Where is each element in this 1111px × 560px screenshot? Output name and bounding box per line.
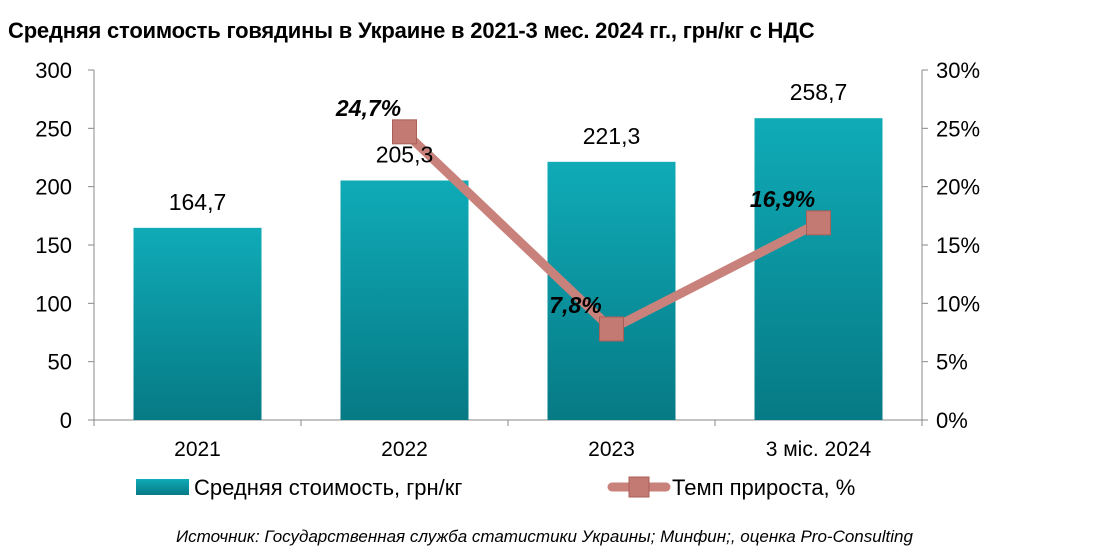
right-tick-label: 15% — [936, 233, 980, 258]
chart-title: Средняя стоимость говядины в Украине в 2… — [8, 18, 815, 43]
data-labels: 164,7 205,3 221,3 258,7 24,7% 7,8% 16,9% — [169, 79, 848, 318]
left-tick-label: 300 — [35, 58, 72, 83]
growth-marker — [806, 210, 831, 236]
legend-label-bar: Средняя стоимость, грн/кг — [194, 475, 462, 500]
bar-value-label: 258,7 — [790, 79, 848, 105]
bar — [133, 227, 262, 420]
growth-value-label: 16,9% — [750, 186, 815, 212]
legend-label-line: Темп прироста, % — [672, 475, 855, 500]
right-tick-label: 30% — [936, 58, 980, 83]
left-tick-label: 200 — [35, 175, 72, 200]
growth-marker — [392, 119, 417, 145]
growth-marker — [599, 316, 624, 342]
line-series — [392, 119, 831, 342]
left-tick-label: 100 — [35, 291, 72, 316]
axes: 0 50 100 150 200 250 300 0% 5% 10% 15% 20% 25% 30% 202… — [35, 58, 980, 461]
right-tick-label: 25% — [936, 116, 980, 141]
left-tick-label: 250 — [35, 116, 72, 141]
bar-series — [133, 118, 883, 421]
x-tick-label: 3 міс. 2024 — [766, 438, 872, 461]
right-tick-label: 5% — [936, 350, 968, 375]
right-tick-label: 10% — [936, 291, 980, 316]
right-tick-label: 0% — [936, 408, 968, 433]
bar — [754, 118, 883, 420]
legend-swatch-marker — [628, 476, 650, 498]
legend: Средняя стоимость, грн/кг Темп прироста, … — [136, 475, 855, 500]
bar-value-label: 205,3 — [376, 141, 434, 167]
x-tick-label: 2022 — [381, 438, 428, 461]
right-tick-label: 20% — [936, 175, 980, 200]
left-tick-label: 0 — [60, 408, 72, 433]
legend-swatch-bar — [136, 479, 189, 495]
x-tick-label: 2023 — [588, 438, 635, 461]
bar-value-label: 164,7 — [169, 189, 227, 215]
source-note: Источник: Государственная служба статист… — [176, 527, 913, 546]
growth-value-label: 7,8% — [549, 292, 601, 318]
x-tick-label: 2021 — [174, 438, 221, 461]
growth-value-label: 24,7% — [335, 95, 401, 121]
left-tick-label: 150 — [35, 233, 72, 258]
bar-value-label: 221,3 — [583, 123, 641, 149]
left-tick-label: 50 — [48, 350, 72, 375]
bar — [340, 180, 469, 420]
